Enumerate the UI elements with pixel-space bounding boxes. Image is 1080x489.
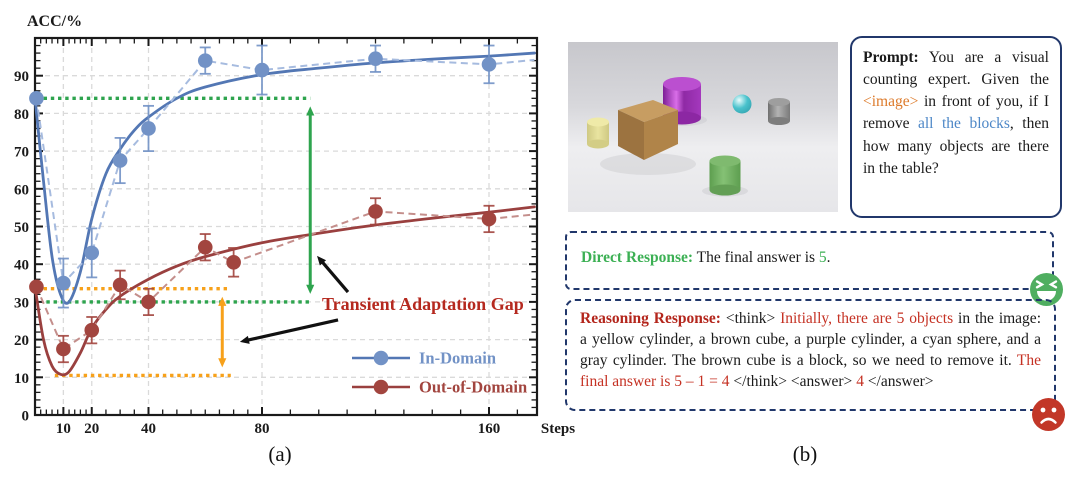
reasoning-response-box: Reasoning Response: <think> Initially, t… [565,299,1056,411]
data-point [56,341,71,357]
data-point [84,245,100,261]
data-point [141,121,156,136]
y-tick-label: 20 [14,333,29,349]
y-tick-label: 50 [14,220,29,236]
dashed-line-1 [35,210,535,351]
gap-label: Transient Adaptation Gap [322,294,524,314]
caption-a: (a) [268,442,292,466]
text-segment: </answer> [863,373,934,391]
scene-image [568,42,838,212]
happy-emoji-icon [1030,273,1063,306]
trend-line-0 [33,51,536,305]
text-segment: You are a visual counting expert. Given … [863,49,1049,89]
text-segment: , then how many objects are there in the… [863,115,1049,177]
legend-marker-1 [373,379,389,395]
pointer-arrow-0-head [317,255,327,266]
scene-green-cylinder [709,155,741,196]
text-segment: Prompt: [863,49,919,66]
pointer-arrow-0 [319,259,350,294]
data-point [197,53,213,68]
text-segment: <think> [720,310,781,327]
orange-gap-arrow-head [218,296,227,306]
text-segment: Direct Response: [581,249,694,266]
y-tick-label: 0 [22,409,30,425]
accuracy-chart: 0 10 20 30 40 50 60 70 80 90 10 20 40 80 160 Steps ACC/%… [14,13,575,437]
text-segment: The final answer is 5 – 1 = 4 [580,352,1041,391]
data-point [226,255,241,270]
pointer-arrow-1-head [239,335,250,344]
y-tick-label: 80 [14,107,29,123]
shadow [600,153,696,175]
data-point [112,277,128,293]
legend-label-0: In-Domain [419,349,496,368]
x-tick-label: 160 [478,421,501,437]
data-point [254,62,270,78]
sad-emoji-icon [1032,398,1065,431]
data-point [368,51,383,67]
x-tick-label: 20 [84,421,99,437]
text-segment: in front of you, if I remove [863,93,1049,133]
text-segment: 5 [818,249,827,266]
pointer-arrow-1 [245,318,339,343]
y-tick-label: 10 [14,371,29,387]
data-point [29,91,44,106]
y-tick-label: 70 [14,145,29,161]
y-tick-label: 40 [14,258,29,274]
text-segment: The final answer is [693,249,819,266]
data-point [29,279,44,295]
text-segment: 4 [856,373,864,391]
legend-label-1: Out-of-Domain [419,378,527,397]
data-point [481,211,497,227]
data-point [112,153,128,168]
y-tick-label: 30 [14,295,29,311]
orange-gap-arrow-head [218,358,227,368]
caption-b: (b) [792,442,818,466]
data-point [368,204,383,219]
scene-yellow-cylinder [587,117,609,149]
plot-border [33,36,539,417]
text-segment: </think> <answer> [729,373,857,391]
text-segment: <image> [863,93,919,111]
prompt-box: Prompt: You are a visual counting expert… [850,36,1062,218]
green-gap-arrow-head [306,106,315,116]
green-gap-arrow-head [306,284,315,294]
data-point [141,294,156,310]
dashed-line-0 [35,57,535,286]
scene-background [568,42,838,212]
legend-marker-0 [373,350,389,366]
scene-gray-cylinder [768,98,790,125]
text-segment: in the image: a yellow cylinder, a brown… [580,310,1041,370]
y-tick-label: 60 [14,182,29,198]
y-axis-title: ACC/% [27,13,82,30]
text-segment: all the blocks [918,115,1010,133]
data-point [84,322,100,338]
data-point [197,239,213,255]
data-point [481,57,497,72]
scene-brown-cube [618,100,678,160]
data-point [56,275,71,291]
x-tick-label: 80 [255,421,270,437]
text-segment: . [826,249,831,266]
text-segment: Reasoning Response: [580,310,721,327]
direct-response-box: Direct Response: The final answer is 5. [565,231,1054,290]
x-axis-title: Steps [541,421,575,437]
text-segment: Initially, there are 5 objects [780,310,954,327]
scene-cyan-sphere [732,94,752,114]
y-tick-label: 90 [14,69,29,85]
x-tick-label: 40 [141,421,156,437]
x-tick-label: 10 [56,421,71,437]
